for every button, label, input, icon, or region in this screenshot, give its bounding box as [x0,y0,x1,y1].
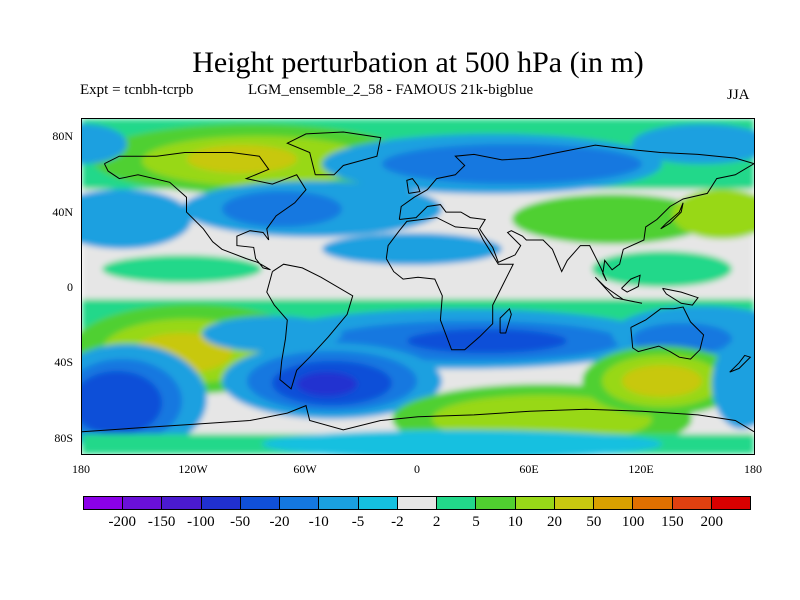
lon-tick-label: 120E [628,462,654,476]
colorbar-label: -2 [391,514,404,530]
lat-tick-label: 40N [52,205,73,219]
coastline [660,202,684,230]
colorbar-label: 5 [472,514,480,530]
height-perturbation-map [82,119,754,454]
coastline [621,274,641,293]
contour-region [82,124,127,164]
lon-tick-label: 180 [72,462,90,476]
contour-region [82,371,162,435]
season-label: JJA [727,87,750,103]
contour-region [622,365,702,397]
contour-region [82,189,192,249]
colorbar-box [672,497,712,509]
coastline [630,306,705,360]
experiment-label: Expt = tcnbh-tcrpb [80,82,194,98]
contour-region [712,339,754,429]
colorbar-box [711,497,750,509]
colorbar-label: -10 [308,514,329,530]
colorbar-label: -5 [351,514,365,530]
lon-tick-label: 180 [744,462,762,476]
coastline [103,152,307,271]
colorbar-box [319,497,359,509]
colorbar-label: 200 [700,514,723,530]
colorbar-label: -200 [108,514,137,530]
coastline [594,276,643,304]
colorbar-box [162,497,202,509]
colorbar-label: 100 [621,514,645,530]
contour-region [222,191,342,227]
colorbar [83,496,751,510]
lon-tick-label: 60E [519,462,539,476]
colorbar-label: 2 [432,514,441,530]
colorbar-label: -50 [230,514,251,530]
colorbar-box [84,497,124,509]
colorbar-box [633,497,673,509]
colorbar-label: 150 [661,514,684,530]
colorbar-box [201,497,241,509]
colorbar-box [594,497,634,509]
contour-region [322,233,502,265]
contour-region [202,316,342,352]
colorbar-label: -150 [147,514,176,530]
coastline [286,131,382,176]
lat-tick-label: 80N [52,129,73,143]
colorbar-label: -100 [187,514,215,530]
lat-tick-label: 40S [54,355,73,369]
lon-tick-label: 60W [293,462,317,476]
coastline [729,354,752,373]
colorbar-box [280,497,320,509]
map-panel [81,118,755,455]
lon-tick-label: 0 [414,462,420,476]
colorbar-label: -20 [269,514,290,530]
colorbar-box [397,497,438,509]
coastline [266,263,354,390]
contour-region [672,189,754,239]
coastline [662,287,699,306]
coastline [385,217,515,351]
colorbar-label: 10 [507,514,523,530]
contour-region [297,372,357,396]
coastline [398,144,754,282]
coastline [82,404,754,433]
chart-title: Height perturbation at 500 hPa (in m) [192,46,644,79]
colorbar-box [358,497,398,509]
colorbar-box [123,497,163,509]
colorbar-label: 50 [586,514,602,530]
colorbar-box [476,497,516,509]
contour-region [187,145,297,173]
contour-region [512,194,712,244]
contour-region [262,430,662,454]
lat-tick-label: 80S [54,431,73,445]
coastline [406,178,421,194]
lat-tick-label: 0 [67,280,73,294]
colorbar-label: 20 [547,514,563,530]
run-label: LGM_ensemble_2_58 - FAMOUS 21k-bigblue [248,82,534,98]
lon-tick-label: 120W [178,462,208,476]
contour-region [102,255,262,283]
contour-region [382,144,642,184]
colorbar-box [515,497,555,509]
colorbar-box [437,497,477,509]
colorbar-box [240,497,281,509]
contour-region [407,329,567,353]
coastline [499,307,512,334]
contour-region [632,124,754,164]
contour-region [592,251,732,287]
colorbar-box [554,497,595,509]
